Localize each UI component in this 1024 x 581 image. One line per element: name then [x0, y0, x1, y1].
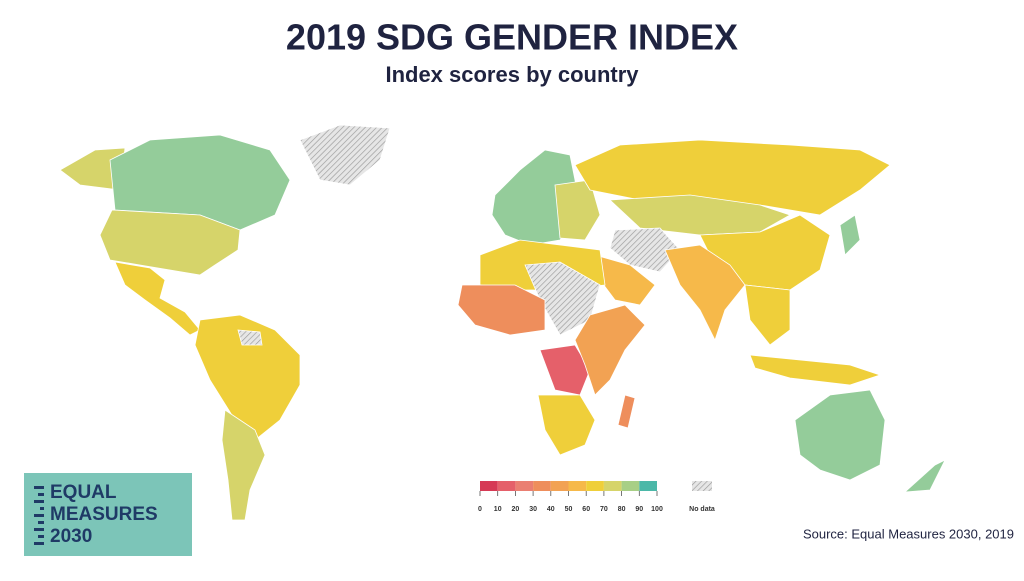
australia [794, 389, 886, 481]
legend-swatch [497, 481, 516, 491]
legend-tick-label: 80 [618, 506, 626, 513]
legend-tick-label: 0 [478, 506, 482, 513]
south-america [194, 314, 301, 441]
east-africa [574, 304, 646, 396]
logo: EQUAL MEASURES 2030 [24, 473, 192, 556]
source: Source: Equal Measures 2030, 2019 [803, 526, 1014, 541]
legend-tick-label: 10 [494, 506, 502, 513]
greenland [299, 124, 391, 186]
southern-africa [537, 394, 596, 456]
logo-box [24, 473, 192, 556]
indonesia [749, 354, 882, 386]
legend-swatch [533, 481, 551, 491]
japan [839, 214, 861, 256]
legend-swatch [515, 481, 534, 491]
subtitle: Index scores by country [385, 62, 639, 87]
legend-swatch [621, 481, 640, 491]
legend-tick-label: 50 [565, 506, 573, 513]
legend-tick-label: 70 [600, 506, 608, 513]
legend-tick-label: 90 [635, 506, 643, 513]
west-africa [457, 284, 546, 336]
legend-swatch [603, 481, 622, 491]
logo-line: EQUAL [50, 482, 117, 503]
guianas [237, 329, 263, 346]
southeast-asia [744, 284, 791, 346]
legend-tick-label: 20 [512, 506, 520, 513]
world-map [59, 124, 946, 521]
southern-cone [221, 409, 266, 521]
title: 2019 SDG GENDER INDEX [286, 17, 738, 58]
legend-swatch [550, 481, 569, 491]
madagascar [617, 394, 636, 429]
new-zealand [903, 459, 946, 493]
south-asia [664, 244, 746, 342]
legend-tick-label: 100 [651, 506, 663, 513]
legend-swatch [639, 481, 657, 491]
central-africa [539, 344, 591, 396]
logo-line: 2030 [50, 526, 92, 547]
legend-swatch [568, 481, 587, 491]
no-data-swatch [692, 481, 712, 491]
legend-swatch [480, 481, 498, 491]
legend-tick-label: 30 [529, 506, 537, 513]
no-data-label: No data [689, 506, 715, 513]
legend-tick-label: 60 [582, 506, 590, 513]
legend: No data 0 10 20 30 40 50 60 70 80 90 100 [478, 481, 715, 513]
logo-line: MEASURES [50, 504, 158, 525]
middle-east-nodata [609, 227, 681, 273]
legend-tick-label: 40 [547, 506, 555, 513]
legend-swatch [586, 481, 604, 491]
usa [99, 209, 241, 276]
logo-bars [34, 486, 44, 545]
